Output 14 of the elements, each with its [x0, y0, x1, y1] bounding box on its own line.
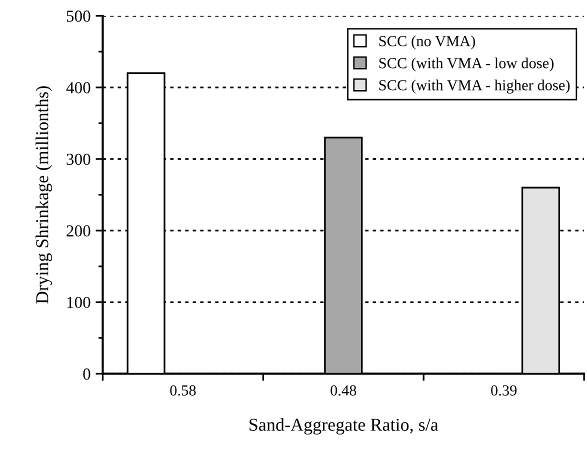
y-tick-label: 500 — [66, 10, 90, 22]
y-tick-label: 100 — [67, 296, 90, 308]
y-tick-label: 400 — [66, 82, 90, 94]
legend-label: SCC (with VMA - higher dose) — [379, 80, 570, 94]
legend-label: SCC (no VMA) — [379, 36, 476, 50]
x-tick-label: 0.58 — [170, 385, 196, 396]
x-tick-label: 0.48 — [330, 385, 356, 396]
legend-label: SCC (with VMA - low dose) — [379, 58, 554, 72]
y-tick-label: 0 — [83, 368, 90, 380]
x-axis-title: Sand-Aggregate Ratio, s/a — [250, 418, 438, 435]
y-axis-title: Drying Shrinkage (millionths) — [36, 86, 52, 304]
y-tick-label: 200 — [66, 225, 90, 237]
x-tick-label: 0.39 — [491, 385, 517, 396]
y-tick-label: 300 — [66, 154, 90, 165]
